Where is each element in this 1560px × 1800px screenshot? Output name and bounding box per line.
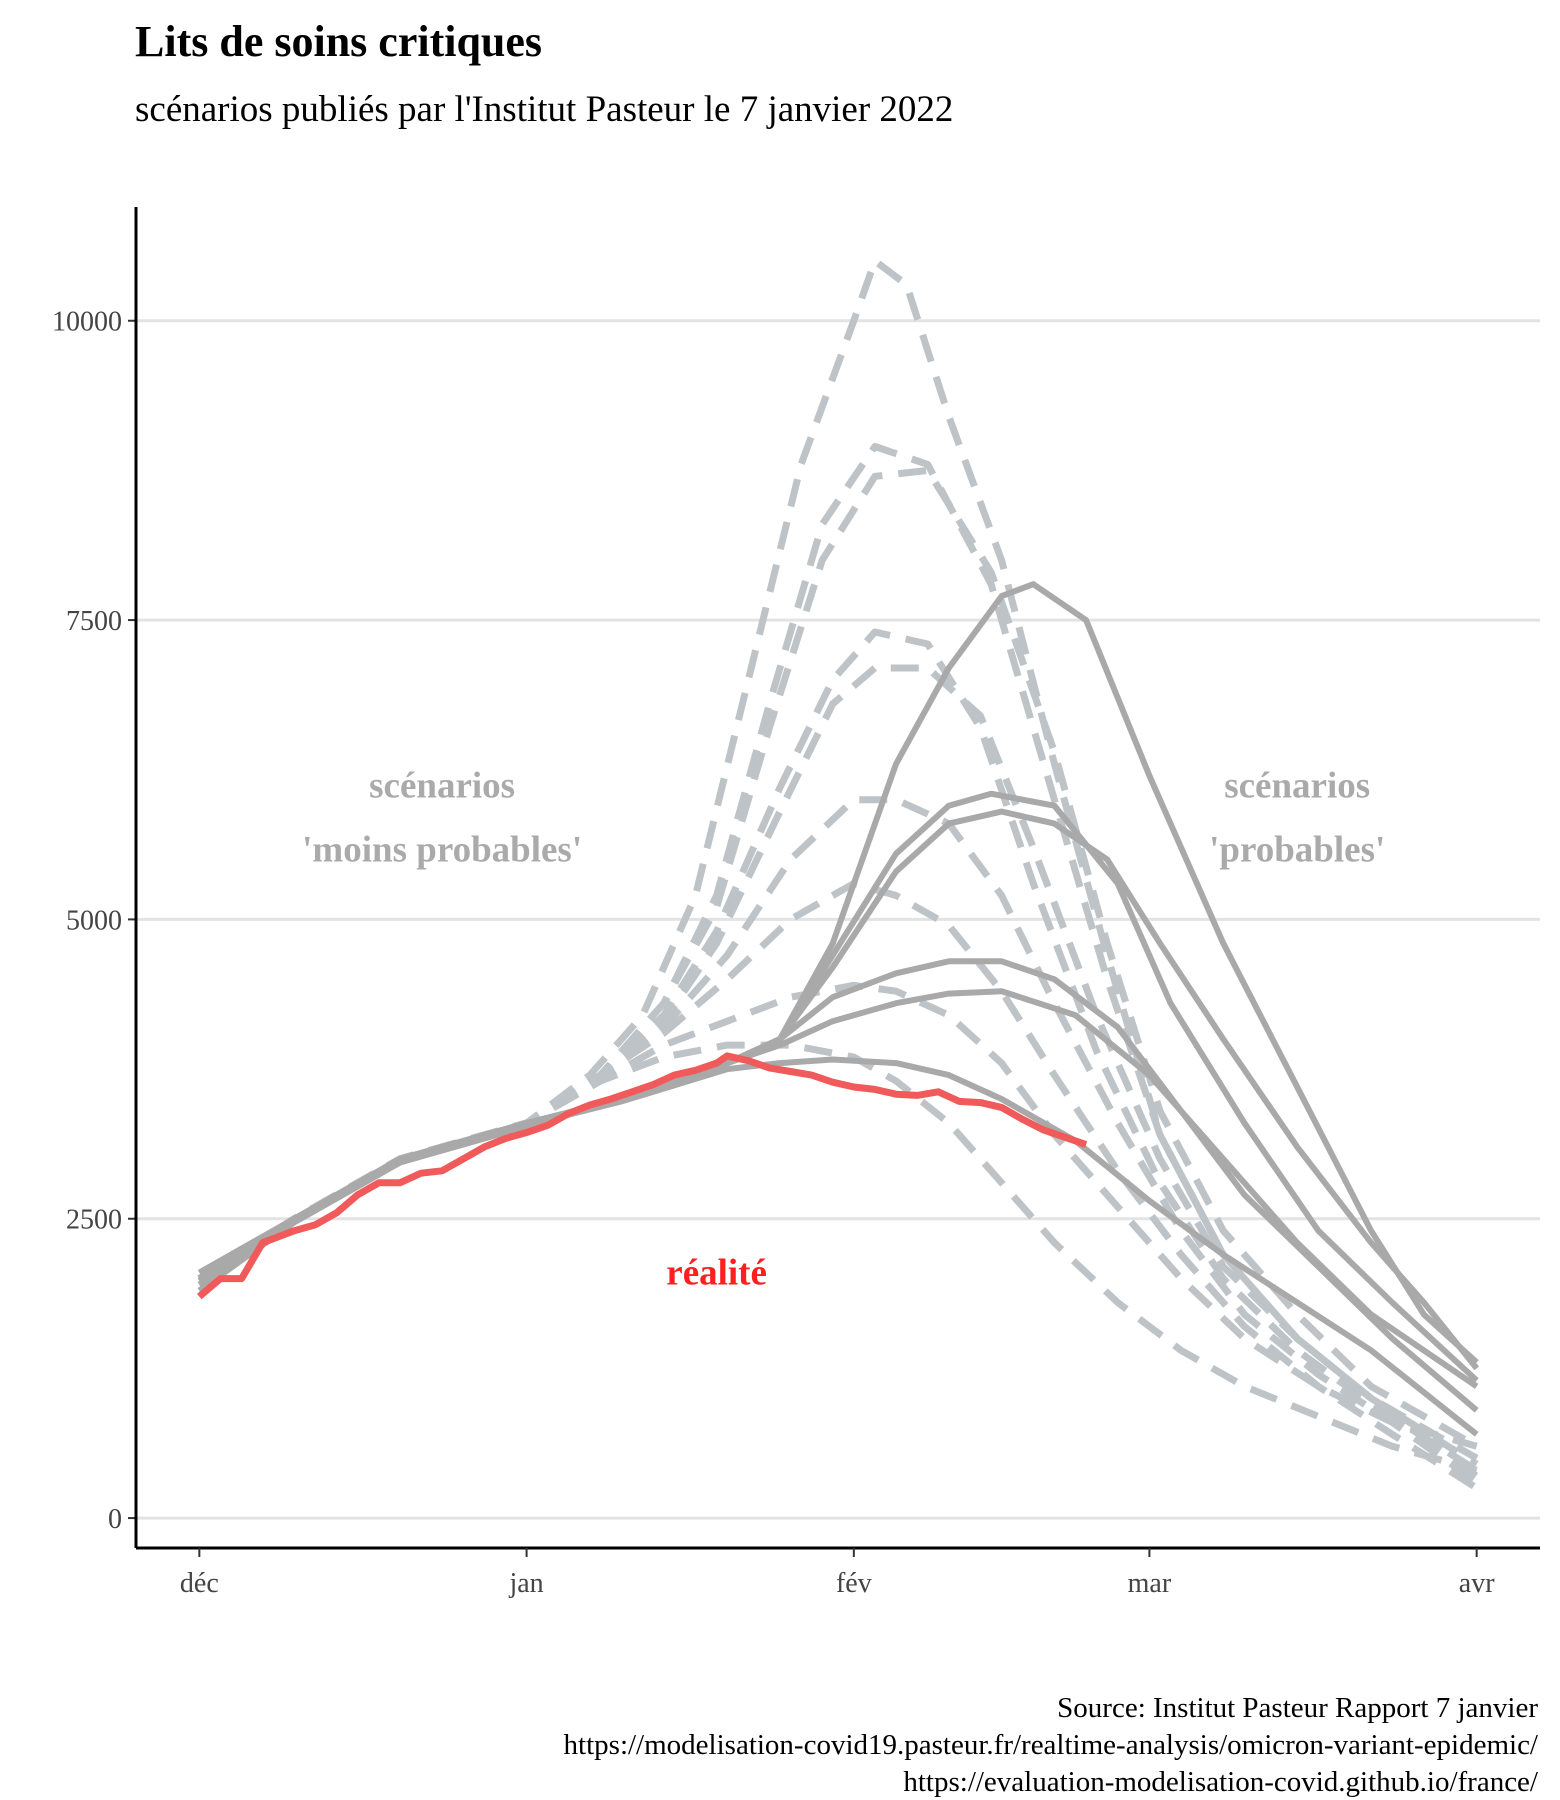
y-tick-label: 10000	[52, 307, 122, 338]
y-tick-label: 0	[108, 1504, 122, 1535]
less-probable-scenario-line	[197, 981, 1478, 1450]
annotation-layer: scénarios 'moins probables' scénarios 'prob…	[302, 766, 1385, 1294]
y-tick-label: 7500	[66, 606, 122, 637]
caption-link-evaluation: https://evaluation-modelisation-covid.gi…	[903, 1766, 1538, 1798]
less-probable-scenario-line	[197, 1041, 1478, 1474]
x-tick-label: mar	[1128, 1568, 1172, 1599]
annotation-label-1: scénarios	[1224, 766, 1370, 807]
caption-source: Source: Institut Pasteur Rapport 7 janvi…	[1057, 1692, 1538, 1724]
y-tick-label: 2500	[66, 1205, 122, 1236]
x-tick-label: avr	[1459, 1568, 1495, 1599]
annotation-label-2: réalité	[666, 1253, 767, 1294]
annotation-label-1: 'probables'	[1209, 830, 1385, 871]
chart-plot: 0 2500 5000 7500 10000 déc jan fév mar avr scénar…	[52, 207, 1540, 1599]
axis-layer: 0 2500 5000 7500 10000 déc jan fév mar avr	[52, 207, 1540, 1599]
x-tick-label: déc	[180, 1568, 219, 1599]
x-tick-label: fév	[836, 1568, 872, 1599]
x-tick-label: jan	[508, 1568, 543, 1599]
chart-title: Lits de soins critiques	[135, 17, 543, 66]
y-tick-label: 5000	[66, 905, 122, 936]
probable-scenario-line	[197, 1056, 1479, 1437]
less-probable-scenario-line	[197, 796, 1479, 1485]
annotation-label-0: 'moins probables'	[302, 830, 582, 871]
series-layer	[197, 257, 1480, 1492]
annotation-label-0: scénarios	[369, 766, 515, 807]
chart-subtitle: scénarios publiés par l'Institut Pasteur…	[135, 89, 954, 130]
reality-series-line	[197, 1052, 1088, 1300]
caption-link-pasteur: https://modelisation-covid19.pasteur.fr/…	[563, 1729, 1538, 1761]
